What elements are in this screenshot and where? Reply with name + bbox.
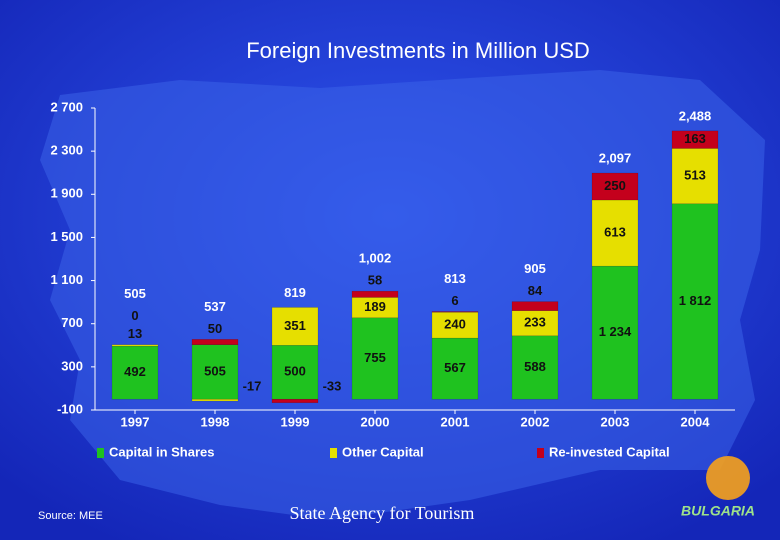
bar-segment <box>351 317 399 400</box>
x-tick-label: 2003 <box>601 414 630 429</box>
bar-segment <box>431 311 479 339</box>
bar-segment <box>591 265 639 400</box>
bar-segment <box>351 290 399 298</box>
x-tick-label: 2000 <box>361 414 390 429</box>
bar-segment <box>431 311 479 313</box>
y-tick-label: 2 700 <box>50 99 83 114</box>
logo-sun <box>706 456 750 500</box>
bar-segment <box>671 148 719 205</box>
data-label: 1 234 <box>599 324 632 339</box>
bar-segment <box>511 301 559 311</box>
data-label: 240 <box>444 317 466 332</box>
legend-swatch <box>330 448 337 458</box>
total-label: 819 <box>284 285 306 300</box>
bar-segment <box>671 203 719 400</box>
legend-label: Other Capital <box>342 444 424 459</box>
data-label: 351 <box>284 318 306 333</box>
data-label: 567 <box>444 360 466 375</box>
y-tick-label: 300 <box>61 358 83 373</box>
bar-segment <box>511 335 559 400</box>
y-tick-label: 1 500 <box>50 229 83 244</box>
x-tick-label: 1997 <box>121 414 150 429</box>
data-label: 500 <box>284 364 306 379</box>
data-label: -33 <box>323 379 342 394</box>
total-label: 905 <box>524 261 546 276</box>
data-label: 58 <box>368 273 382 288</box>
x-tick-label: 2004 <box>681 414 711 429</box>
data-label: 513 <box>684 168 706 183</box>
bar-segment <box>671 130 719 149</box>
bar-segment <box>111 345 159 400</box>
bar-segment <box>191 339 239 345</box>
data-label: 250 <box>604 178 626 193</box>
bar-segment <box>191 398 239 402</box>
data-label: 1 812 <box>679 293 712 308</box>
data-label: 505 <box>204 363 226 378</box>
x-tick-label: 2001 <box>441 414 470 429</box>
x-tick-label: 2002 <box>521 414 550 429</box>
data-label: -17 <box>243 379 262 394</box>
logo-text: BULGARIA <box>681 503 755 519</box>
bar-segment <box>351 297 399 319</box>
bar-segment <box>591 172 639 201</box>
map-silhouette <box>40 70 765 520</box>
data-label: 13 <box>128 326 142 341</box>
data-label: 492 <box>124 364 146 379</box>
data-label: 50 <box>208 321 222 336</box>
data-label: 84 <box>528 283 543 298</box>
bar-segment <box>511 310 559 337</box>
y-tick-label: -100 <box>57 401 83 416</box>
data-label: 0 <box>131 308 138 323</box>
bar-segment <box>271 345 319 400</box>
legend-swatch <box>97 448 104 458</box>
total-label: 2,097 <box>599 150 632 165</box>
bar-segment <box>111 344 159 347</box>
legend-label: Re-invested Capital <box>549 444 670 459</box>
total-label: 505 <box>124 286 146 301</box>
data-label: 613 <box>604 224 626 239</box>
data-label: 233 <box>524 315 546 330</box>
chart-title: Foreign Investments in Million USD <box>246 38 590 63</box>
y-tick-label: 1 900 <box>50 186 83 201</box>
total-label: 1,002 <box>359 251 392 266</box>
legend-label: Capital in Shares <box>109 444 214 459</box>
y-tick-label: 2 300 <box>50 143 83 158</box>
total-label: 537 <box>204 299 226 314</box>
data-label: 163 <box>684 131 706 146</box>
data-label: 755 <box>364 350 386 365</box>
x-tick-label: 1998 <box>201 414 230 429</box>
bar-segment <box>271 307 319 346</box>
data-label: 588 <box>524 359 546 374</box>
y-tick-label: 700 <box>61 315 83 330</box>
legend-swatch <box>537 448 544 458</box>
total-label: 813 <box>444 271 466 286</box>
bar-segment <box>271 398 319 404</box>
y-tick-label: 1 100 <box>50 272 83 287</box>
agency-name: State Agency for Tourism <box>290 503 475 523</box>
bar-segment <box>191 344 239 400</box>
source-note: Source: MEE <box>38 510 103 522</box>
data-label: 189 <box>364 299 386 314</box>
bar-segment <box>591 199 639 267</box>
total-label: 2,488 <box>679 108 712 123</box>
x-tick-label: 1999 <box>281 414 310 429</box>
data-label: 6 <box>451 293 458 308</box>
bar-segment <box>431 337 479 400</box>
